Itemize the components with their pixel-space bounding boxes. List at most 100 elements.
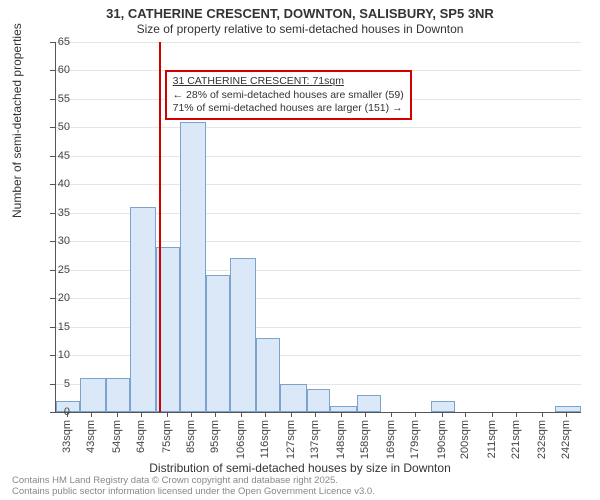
ytick-mark bbox=[50, 70, 55, 71]
xtick-label: 221sqm bbox=[510, 420, 522, 459]
histogram-bar bbox=[330, 406, 356, 412]
footer-attribution: Contains HM Land Registry data © Crown c… bbox=[12, 476, 375, 498]
xtick-label: 43sqm bbox=[85, 420, 97, 453]
annotation-callout: 31 CATHERINE CRESCENT: 71sqm← 28% of sem… bbox=[165, 70, 412, 119]
xtick-label: 33sqm bbox=[61, 420, 73, 453]
xtick-label: 169sqm bbox=[385, 420, 397, 459]
xtick-mark bbox=[215, 412, 216, 417]
histogram-bar bbox=[357, 395, 381, 412]
ytick-label: 5 bbox=[40, 378, 70, 390]
xtick-mark bbox=[442, 412, 443, 417]
ytick-mark bbox=[50, 327, 55, 328]
xtick-label: 179sqm bbox=[409, 420, 421, 459]
xtick-mark bbox=[365, 412, 366, 417]
ytick-label: 0 bbox=[40, 406, 70, 418]
xtick-mark bbox=[566, 412, 567, 417]
ytick-mark bbox=[50, 384, 55, 385]
footer-line2: Contains public sector information licen… bbox=[12, 487, 375, 498]
ytick-mark bbox=[50, 298, 55, 299]
ytick-mark bbox=[50, 42, 55, 43]
ytick-label: 40 bbox=[40, 178, 70, 190]
xtick-mark bbox=[391, 412, 392, 417]
ytick-label: 10 bbox=[40, 349, 70, 361]
ytick-label: 30 bbox=[40, 235, 70, 247]
xtick-mark bbox=[516, 412, 517, 417]
xtick-mark bbox=[415, 412, 416, 417]
xtick-label: 106sqm bbox=[235, 420, 247, 459]
histogram-bar bbox=[256, 338, 280, 412]
plot-area: 31 CATHERINE CRESCENT: 71sqm← 28% of sem… bbox=[55, 42, 581, 413]
xtick-label: 116sqm bbox=[259, 420, 271, 458]
ytick-mark bbox=[50, 99, 55, 100]
chart-title-main: 31, CATHERINE CRESCENT, DOWNTON, SALISBU… bbox=[0, 6, 600, 21]
x-axis-label: Distribution of semi-detached houses by … bbox=[0, 461, 600, 475]
ytick-mark bbox=[50, 241, 55, 242]
xtick-mark bbox=[67, 412, 68, 417]
xtick-mark bbox=[241, 412, 242, 417]
xtick-label: 211sqm bbox=[486, 420, 498, 458]
ytick-label: 25 bbox=[40, 264, 70, 276]
xtick-label: 85sqm bbox=[185, 420, 197, 453]
xtick-label: 148sqm bbox=[335, 420, 347, 459]
ytick-label: 45 bbox=[40, 150, 70, 162]
histogram-bar bbox=[106, 378, 130, 412]
xtick-mark bbox=[141, 412, 142, 417]
xtick-label: 190sqm bbox=[436, 420, 448, 459]
xtick-mark bbox=[315, 412, 316, 417]
ytick-label: 65 bbox=[40, 36, 70, 48]
histogram-bar bbox=[206, 275, 230, 412]
xtick-label: 242sqm bbox=[560, 420, 572, 459]
annotation-title: 31 CATHERINE CRESCENT: 71sqm bbox=[173, 75, 404, 88]
xtick-label: 137sqm bbox=[309, 420, 321, 459]
xtick-label: 95sqm bbox=[209, 420, 221, 453]
histogram-bar bbox=[80, 378, 106, 412]
gridline bbox=[56, 42, 581, 43]
xtick-label: 75sqm bbox=[161, 420, 173, 453]
xtick-mark bbox=[91, 412, 92, 417]
xtick-mark bbox=[492, 412, 493, 417]
ytick-mark bbox=[50, 355, 55, 356]
xtick-label: 158sqm bbox=[359, 420, 371, 459]
annotation-line: ← 28% of semi-detached houses are smalle… bbox=[173, 89, 404, 102]
annotation-line: 71% of semi-detached houses are larger (… bbox=[173, 102, 404, 115]
histogram-bar bbox=[431, 401, 455, 412]
xtick-mark bbox=[117, 412, 118, 417]
gridline bbox=[56, 156, 581, 157]
ytick-mark bbox=[50, 412, 55, 413]
xtick-mark bbox=[167, 412, 168, 417]
xtick-mark bbox=[465, 412, 466, 417]
histogram-bar bbox=[180, 122, 206, 412]
chart-container: 31, CATHERINE CRESCENT, DOWNTON, SALISBU… bbox=[0, 0, 600, 500]
xtick-mark bbox=[341, 412, 342, 417]
xtick-mark bbox=[291, 412, 292, 417]
ytick-mark bbox=[50, 127, 55, 128]
xtick-mark bbox=[542, 412, 543, 417]
ytick-label: 20 bbox=[40, 292, 70, 304]
ytick-mark bbox=[50, 270, 55, 271]
gridline bbox=[56, 127, 581, 128]
ytick-label: 50 bbox=[40, 121, 70, 133]
ytick-mark bbox=[50, 184, 55, 185]
reference-line bbox=[159, 42, 161, 412]
chart-title-sub: Size of property relative to semi-detach… bbox=[0, 22, 600, 36]
ytick-mark bbox=[50, 213, 55, 214]
histogram-bar bbox=[230, 258, 256, 412]
xtick-label: 64sqm bbox=[135, 420, 147, 453]
xtick-label: 232sqm bbox=[536, 420, 548, 459]
histogram-bar bbox=[555, 406, 581, 412]
xtick-label: 200sqm bbox=[459, 420, 471, 459]
xtick-label: 54sqm bbox=[111, 420, 123, 453]
xtick-mark bbox=[191, 412, 192, 417]
ytick-label: 60 bbox=[40, 64, 70, 76]
xtick-label: 127sqm bbox=[285, 420, 297, 459]
ytick-label: 35 bbox=[40, 207, 70, 219]
histogram-bar bbox=[307, 389, 331, 412]
histogram-bar bbox=[280, 384, 306, 412]
gridline bbox=[56, 184, 581, 185]
y-axis-label: Number of semi-detached properties bbox=[10, 23, 24, 218]
ytick-mark bbox=[50, 156, 55, 157]
ytick-label: 55 bbox=[40, 93, 70, 105]
ytick-label: 15 bbox=[40, 321, 70, 333]
histogram-bar bbox=[130, 207, 156, 412]
xtick-mark bbox=[265, 412, 266, 417]
